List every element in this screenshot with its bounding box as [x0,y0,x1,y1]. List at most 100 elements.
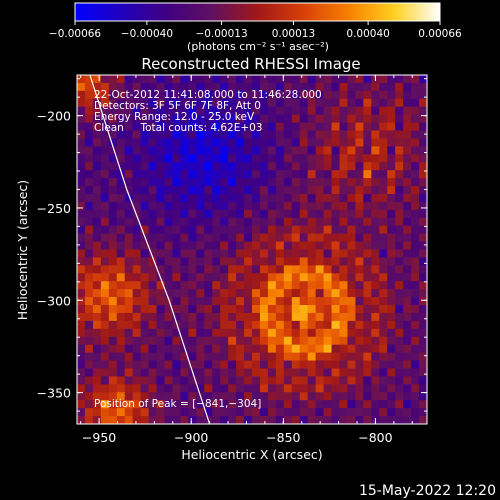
heatmap-cell [236,360,245,370]
heatmap-cell [371,186,380,195]
heatmap-cell [395,170,404,179]
heatmap-cell [148,170,158,179]
heatmap-cell [124,201,134,211]
heatmap-cell [124,114,134,124]
heatmap-cell [244,193,253,203]
heatmap-cell [204,106,213,116]
heatmap-cell [220,360,229,370]
heatmap-cell [323,146,333,155]
heatmap-cell [132,312,142,322]
heatmap-cell [116,305,126,314]
heatmap-cell [299,344,309,354]
heatmap-cell [188,122,197,132]
heatmap-cell [236,416,245,424]
heatmap-cell [92,305,102,314]
heatmap-cell [403,408,412,417]
annotation-detectors: Detectors: 3F 5F 6F 7F 8F, Att 0 [94,100,261,112]
heatmap-cell [188,193,197,203]
heatmap-cell [180,98,189,108]
y-tick-label: −350 [37,386,71,401]
heatmap-cell [395,249,404,259]
heatmap-cell [204,114,213,124]
heatmap-cell [363,384,372,393]
heatmap-cell [339,312,349,322]
heatmap-cell [116,416,126,424]
heatmap-cell [108,154,118,163]
heatmap-cell [339,249,349,259]
heatmap-cell [228,106,237,116]
heatmap-cell [371,368,380,378]
heatmap-cell [244,114,253,124]
heatmap-cell [116,225,126,235]
heatmap-cell [92,416,102,424]
heatmap-cell [291,154,301,163]
heatmap-cell [339,297,349,306]
heatmap-cell [84,360,94,370]
heatmap-cell [220,384,229,393]
heatmap-cell [212,186,221,195]
heatmap-cell [124,162,134,171]
heatmap-cell [355,376,364,385]
heatmap-cell [331,193,341,203]
heatmap-cell [140,376,150,385]
heatmap-cell [299,217,309,227]
heatmap-cell [172,75,182,84]
heatmap-cell [355,281,364,290]
heatmap-cell [291,289,301,298]
heatmap-cell [100,392,110,401]
heatmap-cell [299,352,309,362]
heatmap-cell [172,106,182,116]
heatmap-cell [379,114,388,124]
heatmap-cell [355,320,364,330]
heatmap-cell [132,257,142,266]
heatmap-cell [283,75,293,84]
heatmap-cell [379,75,388,84]
heatmap-cell [299,178,309,187]
heatmap-cell [228,328,237,338]
heatmap-cell [307,376,317,385]
heatmap-cell [363,344,372,354]
heatmap-cell [259,225,269,235]
heatmap-cell [371,400,380,409]
heatmap-cell [331,90,341,100]
heatmap-cell [244,106,253,116]
heatmap-cell [116,193,126,203]
heatmap-cell [132,344,142,354]
heatmap-cell [196,281,205,290]
heatmap-cell [339,241,349,251]
heatmap-cell [331,122,341,132]
heatmap-cell [236,376,245,385]
heatmap-cell [403,328,412,338]
heatmap-cell [212,249,221,259]
heatmap-cell [140,138,150,147]
heatmap-cell [172,297,182,306]
heatmap-cell [339,225,349,235]
heatmap-cell [132,146,142,155]
heatmap-cell [411,281,420,290]
heatmap-cell [212,162,221,171]
heatmap-cell [419,376,427,385]
heatmap-cell [307,201,317,211]
heatmap-cell [419,297,427,306]
heatmap-cell [92,217,102,227]
heatmap-cell [132,122,142,132]
heatmap-cell [244,90,253,100]
heatmap-cell [291,75,301,84]
heatmap-cell [339,384,349,393]
heatmap-cell [387,130,396,140]
heatmap-cell [172,305,182,314]
heatmap-cell [156,289,166,298]
heatmap-cell [283,82,293,92]
heatmap-cell [339,75,349,84]
heatmap-cell [156,249,166,259]
heatmap-cell [140,209,150,219]
heatmap-cell [339,98,349,108]
heatmap-cell [156,106,166,116]
heatmap-cell [371,241,380,251]
heatmap-cell [148,130,158,140]
heatmap-cell [315,130,325,140]
heatmap-cell [259,162,269,171]
heatmap-cell [331,344,341,354]
heatmap-cell [148,154,158,163]
heatmap-cell [156,98,166,108]
